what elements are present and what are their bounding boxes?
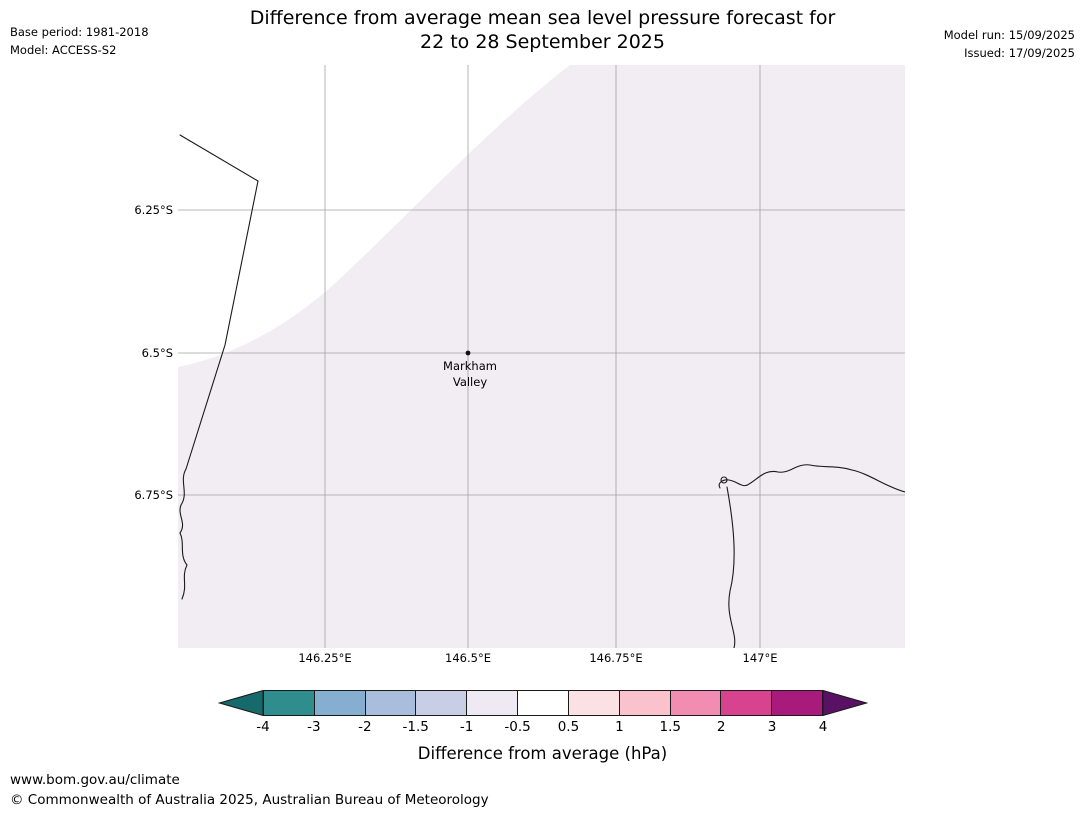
colorbar-tick-label: -1 bbox=[459, 719, 474, 735]
colorbar-segment bbox=[364, 691, 416, 715]
lon-tick-147e: 147°E bbox=[742, 651, 778, 665]
model-run-label: Model run: 15/09/2025 bbox=[943, 28, 1075, 42]
map-panel bbox=[178, 65, 905, 648]
graticule bbox=[178, 65, 905, 648]
colorbar-ticks: -4 -3 -2 -1.5 -1 -0.5 0.5 1 1.5 2 3 4 bbox=[256, 719, 827, 737]
location-label-line2: Valley bbox=[452, 375, 488, 389]
lat-tick-6-75s: 6.75°S bbox=[134, 488, 173, 502]
lat-tick-6-5s: 6.5°S bbox=[141, 346, 173, 360]
colorbar-tick-label: 0.5 bbox=[557, 719, 580, 735]
colorbar-tick-label: -0.5 bbox=[504, 719, 531, 735]
colorbar-tick-label: -1.5 bbox=[402, 719, 429, 735]
colorbar-tick-label: 4 bbox=[818, 719, 828, 735]
colorbar-tick-label: 3 bbox=[767, 719, 777, 735]
location-label-line1: Markham bbox=[443, 359, 497, 373]
footer-url: www.bom.gov.au/climate bbox=[10, 772, 180, 788]
colorbar-segment bbox=[313, 691, 365, 715]
footer: www.bom.gov.au/climate © Commonwealth of… bbox=[10, 771, 489, 810]
base-period-label: Base period: 1981-2018 bbox=[10, 25, 149, 39]
colorbar-tick-label: -2 bbox=[358, 719, 372, 735]
colorbar-right-arrow bbox=[823, 690, 868, 716]
map-canvas bbox=[178, 65, 905, 648]
colorbar-segment bbox=[466, 691, 518, 715]
lat-tick-6-25s: 6.25°S bbox=[134, 203, 173, 217]
page-title: Difference from average mean sea level p… bbox=[0, 6, 1085, 54]
model-metadata-left: Base period: 1981-2018 Model: ACCESS-S2 bbox=[10, 23, 149, 59]
colorbar-segment bbox=[618, 691, 670, 715]
colorbar-left-arrow-shape bbox=[218, 690, 263, 716]
colorbar-segments bbox=[263, 690, 823, 716]
location-marker bbox=[465, 350, 471, 356]
lon-tick-146-25e: 146.25°E bbox=[298, 651, 352, 665]
colorbar-tick-label: 1 bbox=[615, 719, 624, 735]
colorbar-segment bbox=[264, 691, 314, 715]
colorbar-right-arrow-shape bbox=[823, 690, 868, 716]
colorbar-tick-label: -3 bbox=[307, 719, 321, 735]
colorbar-label: Difference from average (hPa) bbox=[417, 744, 668, 763]
location-label: Markham Valley bbox=[430, 358, 510, 390]
colorbar-left-arrow bbox=[218, 690, 263, 716]
colorbar-tick-label: 2 bbox=[716, 719, 726, 735]
colorbar bbox=[218, 690, 868, 716]
footer-copyright: © Commonwealth of Australia 2025, Austra… bbox=[10, 791, 489, 808]
colorbar-segment bbox=[720, 691, 772, 715]
model-name-label: Model: ACCESS-S2 bbox=[10, 43, 117, 57]
colorbar-segment bbox=[669, 691, 721, 715]
model-metadata-right: Model run: 15/09/2025 Issued: 17/09/2025 bbox=[944, 26, 1075, 62]
colorbar-segment bbox=[415, 691, 467, 715]
colorbar-tick-label: -4 bbox=[256, 719, 270, 735]
coastline bbox=[179, 134, 905, 648]
colorbar-tick-label: 1.5 bbox=[659, 719, 682, 735]
colorbar-segment bbox=[771, 691, 822, 715]
colorbar-segment bbox=[517, 691, 568, 715]
page-title-line2: 22 to 28 September 2025 bbox=[420, 31, 665, 53]
anomaly-band-near-zero bbox=[178, 65, 570, 367]
lon-tick-146-5e: 146.5°E bbox=[445, 651, 491, 665]
lon-tick-146-75e: 146.75°E bbox=[589, 651, 643, 665]
colorbar-segment bbox=[567, 691, 619, 715]
issued-date-label: Issued: 17/09/2025 bbox=[964, 46, 1075, 60]
page-title-line1: Difference from average mean sea level p… bbox=[249, 7, 836, 29]
